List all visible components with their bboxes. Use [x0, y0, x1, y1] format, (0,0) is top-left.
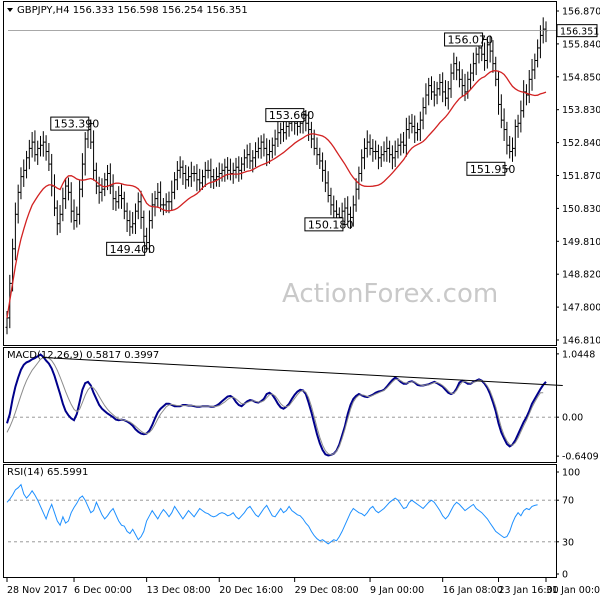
rsi-panel-frame [3, 464, 557, 578]
annotation-box [444, 32, 484, 47]
annotation-label: 151.950 [470, 163, 516, 176]
price-y-tick-label: 152.840 [562, 138, 600, 149]
rsi-y-tick-label: 100 [562, 468, 580, 479]
macd-y-tick-label: -0.6409 [562, 452, 599, 463]
watermark: ActionForex.com [282, 279, 498, 309]
annotation-label: 153.660 [269, 109, 315, 122]
rsi-y-tick-label: 0 [562, 570, 568, 581]
price-y-tick-label: 150.830 [562, 204, 600, 215]
x-axis-tick-label: 28 Nov 2017 [7, 585, 68, 596]
x-axis-tick-label: 31 Jan 00:00 [546, 585, 600, 596]
macd-title: MACD(12,26,9) 0.5817 0.3997 [7, 350, 159, 361]
price-y-tick-label: 153.830 [562, 105, 600, 116]
price-y-tick-label: 147.800 [562, 303, 600, 314]
macd-y-tick-label: 1.0448 [562, 349, 595, 360]
price-panel-frame [3, 1, 557, 346]
price-y-tick-label: 156.870 [562, 7, 600, 18]
annotation-label: 149.400 [110, 243, 155, 256]
rsi-layer: 100 70 30 0 [6, 468, 580, 581]
macd-line [6, 353, 547, 457]
x-axis-tick-label: 13 Dec 08:00 [147, 585, 211, 596]
moving-average-line [6, 70, 547, 319]
x-axis-tick-label: 9 Jan 00:00 [370, 585, 424, 596]
x-axis-tick-label: 16 Jan 08:00 [443, 585, 503, 596]
annotation-box [106, 241, 146, 256]
price-y-tick-label: 148.820 [562, 270, 600, 281]
x-axis-tick-label: 23 Jan 16:00 [499, 585, 559, 596]
annotation-box [50, 116, 90, 131]
rsi-y-tick-label: 70 [562, 496, 574, 507]
axis-layer: 28 Nov 2017 6 Dec 00:00 13 Dec 08:00 20 Dec… [6, 578, 600, 596]
price-y-tick-label: 154.850 [562, 72, 600, 83]
rsi-y-tick-label: 30 [562, 537, 574, 548]
x-axis-tick-label: 6 Dec 00:00 [74, 585, 132, 596]
annotation-label: 156.070 [448, 33, 494, 46]
dropdown-triangle-icon[interactable] [7, 8, 13, 12]
rsi-title: RSI(14) 65.5991 [7, 467, 88, 478]
price-y-tick-label: 155.840 [562, 39, 600, 50]
price-y-tick-label: 151.870 [562, 171, 600, 182]
annotation-box [466, 161, 506, 176]
last-price-label: 156.351 [560, 27, 599, 38]
price-y-tick-label: 149.810 [562, 237, 600, 248]
price-layer: 156.351 156.870 155.840 154.850 153.830 152.8… [5, 7, 600, 347]
chart-title-group: GBPJPY,H4 156.333 156.598 156.254 156.35… [7, 5, 248, 16]
last-price-box [556, 24, 598, 38]
annotation-box [304, 217, 344, 232]
macd-trendline [43, 357, 563, 387]
macd-y-tick-label: 0.00 [562, 413, 583, 424]
chart-title: GBPJPY,H4 156.333 156.598 156.254 156.35… [17, 5, 248, 16]
x-axis-tick-label: 20 Dec 16:00 [219, 585, 283, 596]
annotation-label: 153.390 [54, 118, 99, 131]
annotation-box [265, 108, 305, 123]
macd-signal-line [6, 356, 544, 456]
macd-layer: 1.0448 0.00 -0.6409 [6, 349, 599, 463]
x-axis-tick-label: 29 Dec 08:00 [295, 585, 359, 596]
annotation-label: 150.180 [308, 218, 354, 231]
price-y-tick-label: 146.810 [562, 336, 600, 347]
rsi-line [6, 483, 538, 545]
